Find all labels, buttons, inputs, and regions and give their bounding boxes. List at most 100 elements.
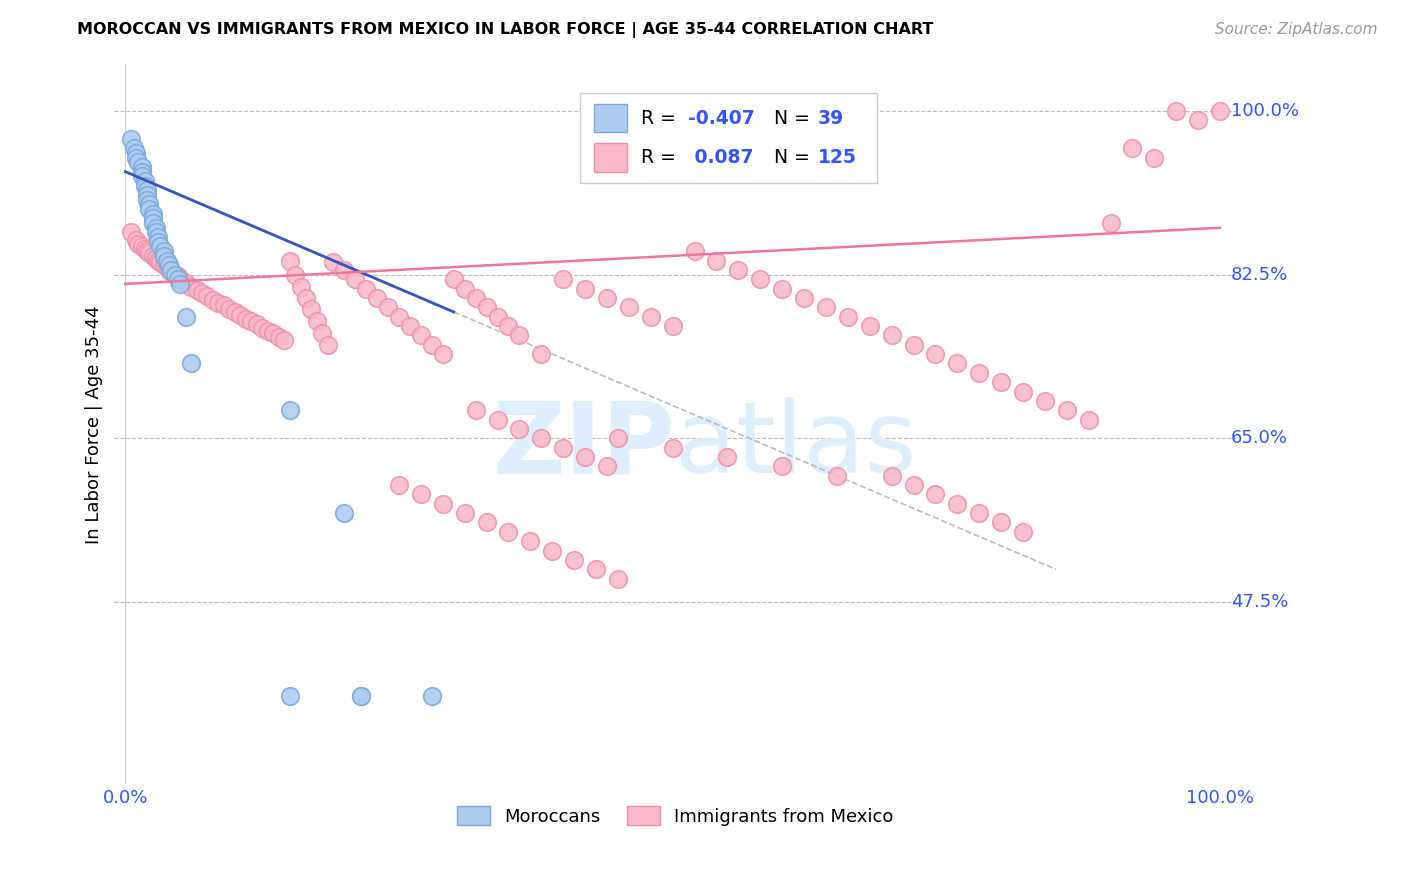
Point [290,279,312,293]
Point [388,310,411,324]
Point [880,328,903,343]
Point [1033,393,1056,408]
Point [454,282,477,296]
Point [197,289,219,303]
Point [716,450,738,464]
Point [131,164,153,178]
Point [136,188,159,202]
FancyBboxPatch shape [581,93,877,183]
Point [131,239,153,253]
Point [138,202,160,216]
Point [134,242,156,256]
Point [1077,412,1099,426]
Point [207,295,229,310]
Point [1187,113,1209,128]
Point [990,516,1012,530]
Point [661,441,683,455]
Point [145,226,167,240]
Point [157,258,180,272]
Point [145,251,167,265]
Point [749,272,772,286]
Point [142,211,165,226]
Point [880,468,903,483]
Legend: Moroccans, Immigrants from Mexico: Moroccans, Immigrants from Mexico [457,806,894,826]
Point [250,321,273,335]
Point [596,459,619,474]
Point [1056,403,1078,417]
Text: 39: 39 [818,109,844,128]
Point [967,506,990,520]
Point [174,310,197,324]
Point [562,553,585,567]
Point [793,291,815,305]
Point [148,230,170,244]
Point [333,506,356,520]
Point [350,689,373,703]
Point [443,272,465,286]
Point [399,318,422,333]
Point [553,272,575,286]
Point [284,268,307,282]
Point [246,317,269,331]
Point [354,282,377,296]
Point [377,301,399,315]
Point [120,226,142,240]
Point [301,302,323,317]
Point [475,301,498,315]
Point [454,506,477,520]
Point [530,431,553,445]
Point [409,328,432,343]
Point [409,487,432,501]
Point [640,310,662,324]
Point [946,497,969,511]
Point [967,366,990,380]
Point [262,326,284,341]
Point [174,276,197,290]
Point [138,246,160,260]
Point [180,279,202,293]
Point [235,311,257,326]
Point [596,291,619,305]
Point [486,310,509,324]
Point [859,318,882,333]
Point [1121,141,1143,155]
Point [160,265,183,279]
Point [125,145,148,160]
Point [432,347,454,361]
Point [903,478,925,492]
Point [218,302,240,317]
Point [661,318,683,333]
Point [212,298,235,312]
Point [1099,216,1122,230]
Point [1143,151,1166,165]
Point [278,403,301,417]
Point [186,284,208,298]
FancyBboxPatch shape [593,103,627,133]
Point [519,534,541,549]
Point [530,347,553,361]
Point [128,155,150,169]
Point [136,183,159,197]
Point [131,160,153,174]
Point [149,255,172,269]
Point [344,272,367,286]
Point [169,272,191,286]
Point [256,324,278,338]
Text: 65.0%: 65.0% [1232,429,1288,447]
Point [350,689,373,703]
Point [240,314,263,328]
Point [311,326,333,341]
Text: 82.5%: 82.5% [1232,266,1288,284]
Point [770,459,793,474]
Point [607,572,630,586]
Point [464,291,486,305]
Point [149,239,172,253]
Text: ZIP: ZIP [492,397,675,494]
Point [152,244,174,259]
Point [128,236,150,251]
Point [924,487,946,501]
Point [136,244,159,259]
Point [366,291,388,305]
Point [169,277,191,291]
Point [1209,103,1232,118]
